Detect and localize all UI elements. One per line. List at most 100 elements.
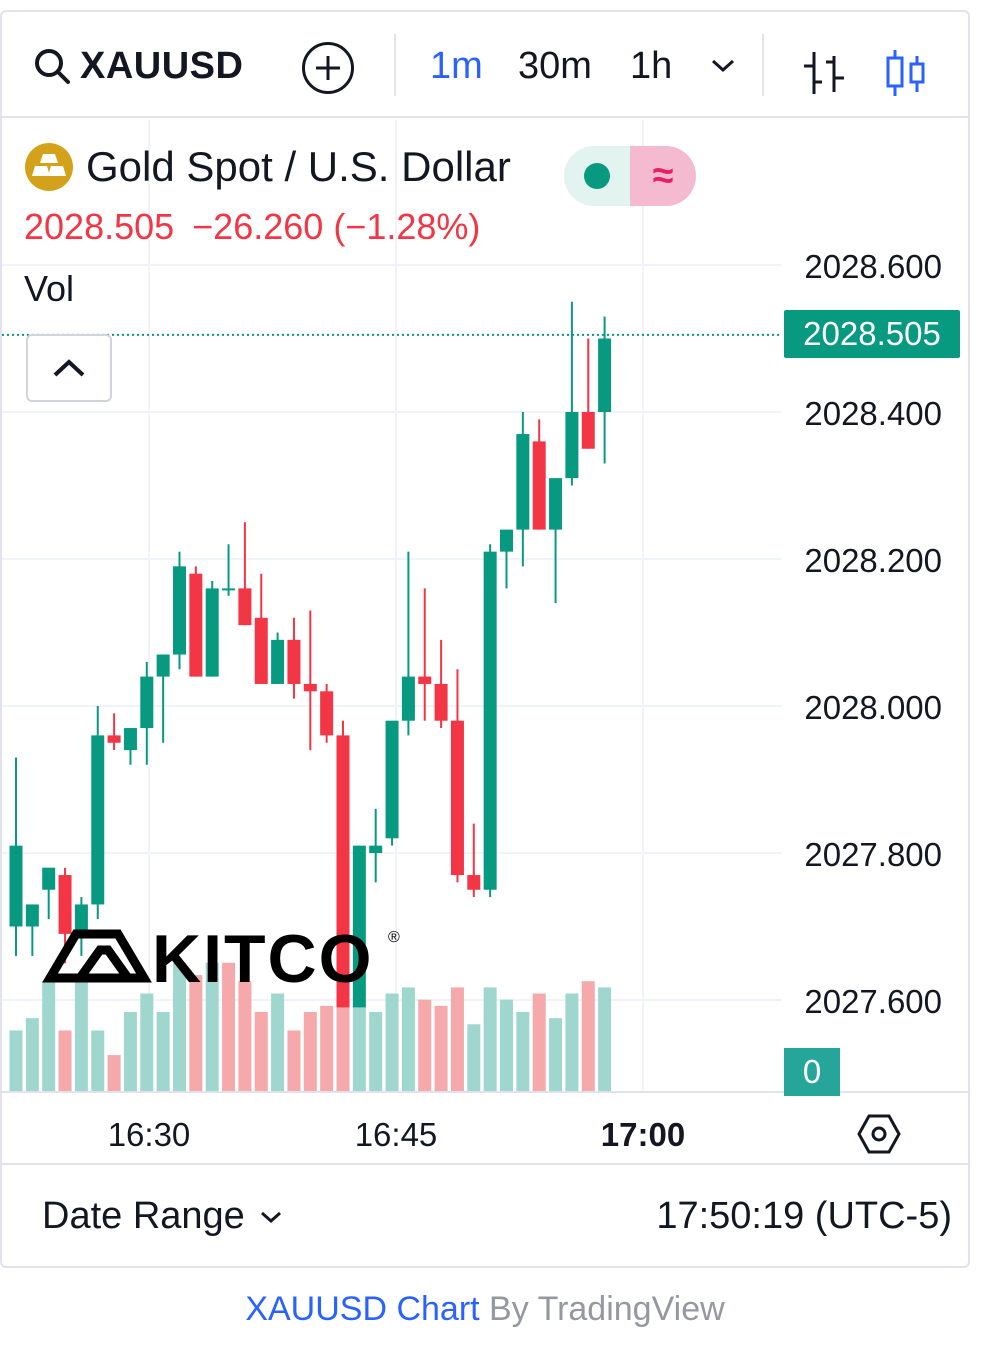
bar-style-button[interactable] xyxy=(800,48,848,98)
candle-body xyxy=(58,875,72,934)
delayed-data-icon: ≈ xyxy=(630,146,696,206)
volume-bar xyxy=(336,1005,350,1092)
toolbar-divider xyxy=(394,34,396,96)
chevron-down-icon xyxy=(260,1211,281,1223)
candle-body xyxy=(401,676,415,721)
candle-body xyxy=(91,735,105,905)
candle-body xyxy=(352,845,366,1008)
search-icon xyxy=(35,49,70,84)
timezone-clock[interactable]: 17:50:19 (UTC-5) xyxy=(656,1195,952,1237)
candle-body xyxy=(74,904,88,934)
settings-icon[interactable] xyxy=(857,1112,901,1156)
volume-bar xyxy=(287,1030,301,1092)
volume-bar xyxy=(385,993,399,1092)
volume-bar xyxy=(205,962,219,1092)
volume-bar xyxy=(74,975,88,1092)
volume-bar xyxy=(25,1018,39,1092)
market-status-badge[interactable]: ≈ xyxy=(564,146,696,206)
candle-style-button[interactable] xyxy=(882,48,930,98)
interval-1m-button[interactable]: 1m xyxy=(430,44,483,87)
collapse-legend-button[interactable] xyxy=(26,334,112,402)
interval-1h-button[interactable]: 1h xyxy=(630,44,673,87)
volume-bar xyxy=(549,1018,563,1092)
candle-body xyxy=(532,441,546,530)
candle-body xyxy=(450,720,464,876)
kitco-watermark-logo: KITCO ® xyxy=(42,921,400,992)
attribution-text: By TradingView xyxy=(479,1290,725,1328)
toolbar-divider xyxy=(762,34,764,96)
candle-body xyxy=(565,412,579,479)
compare-add-button[interactable] xyxy=(302,42,354,94)
candle-body xyxy=(500,529,513,552)
candle-body xyxy=(238,588,252,626)
volume-bar xyxy=(123,1012,137,1092)
candle-body xyxy=(42,867,56,890)
chart-widget: XAUUSD 1m 30m 1h xyxy=(0,10,970,1268)
candle-body xyxy=(336,735,350,1008)
change-value: −26.260 xyxy=(192,206,324,247)
volume-bar xyxy=(9,1030,23,1092)
toolbar: XAUUSD 1m 30m 1h xyxy=(2,12,968,118)
candle-body xyxy=(434,683,448,721)
volume-bar xyxy=(516,1012,530,1092)
candle-body xyxy=(123,728,137,751)
candle-body xyxy=(467,875,481,890)
candle-body xyxy=(320,691,334,736)
candle-body xyxy=(173,566,186,655)
volume-bar xyxy=(369,1012,383,1092)
price-axis-label: 2027.800 xyxy=(804,836,942,873)
volume-bar xyxy=(320,1005,334,1092)
volume-bar xyxy=(352,1005,366,1092)
volume-bar xyxy=(401,987,415,1092)
symbol-search-button[interactable]: XAUUSD xyxy=(32,40,243,92)
time-axis-label: 16:30 xyxy=(107,1116,191,1153)
candle-body xyxy=(156,654,170,677)
footer: Date Range 17:50:19 (UTC-5) xyxy=(2,1163,968,1266)
volume-bar xyxy=(598,987,612,1092)
svg-text:®: ® xyxy=(388,929,400,946)
volume-bar xyxy=(222,962,236,1092)
candle-body xyxy=(25,904,39,927)
volume-bar xyxy=(303,1012,317,1092)
chart-area[interactable]: Gold Spot / U.S. Dollar ≈ 2028.505 −26.2… xyxy=(2,120,968,1163)
interval-30m-button[interactable]: 30m xyxy=(518,44,592,87)
price-axis-label: 2027.600 xyxy=(804,983,942,1020)
volume-value-tag: 0 xyxy=(784,1048,840,1096)
svg-text:KITCO: KITCO xyxy=(152,921,374,992)
volume-bar xyxy=(140,993,154,1092)
candle-body xyxy=(369,845,383,853)
legend-values: 2028.505 −26.260 (−1.28%) xyxy=(24,206,511,248)
volume-bar xyxy=(434,1005,448,1092)
volume-bar xyxy=(42,981,56,1092)
price-axis-label: 2028.400 xyxy=(804,395,942,432)
volume-bar xyxy=(532,993,546,1092)
candles-icon xyxy=(886,50,925,96)
time-axis-label: 16:45 xyxy=(354,1116,438,1153)
volume-bar xyxy=(189,975,203,1092)
candle-body xyxy=(418,676,432,684)
volume-bar xyxy=(483,987,497,1092)
chevron-down-icon xyxy=(711,59,735,73)
last-price-value: 2028.505 xyxy=(24,206,175,247)
volume-bar xyxy=(271,993,285,1092)
candle-body xyxy=(140,676,154,729)
candle-body xyxy=(549,478,563,530)
volume-bar xyxy=(173,962,186,1092)
change-percent-value: (−1.28%) xyxy=(333,206,481,247)
candle-body xyxy=(107,735,121,743)
price-chart[interactable] xyxy=(2,120,968,1163)
interval-more-button[interactable] xyxy=(707,50,739,82)
date-range-label: Date Range xyxy=(42,1195,245,1237)
symbol-label: XAUUSD xyxy=(80,44,244,87)
attribution-link[interactable]: XAUUSD Chart xyxy=(245,1290,480,1328)
last-price-tag: 2028.505 xyxy=(784,310,960,358)
volume-bar xyxy=(238,981,252,1092)
volume-bar xyxy=(565,993,579,1092)
date-range-button[interactable]: Date Range xyxy=(42,1195,283,1238)
price-axis-label: 2028.000 xyxy=(804,689,942,726)
volume-indicator-label: Vol xyxy=(24,268,75,309)
candle-body xyxy=(205,588,219,677)
price-axis-label: 2028.600 xyxy=(804,248,942,285)
candle-body xyxy=(598,338,612,412)
legend: Gold Spot / U.S. Dollar ≈ 2028.505 −26.2… xyxy=(24,140,696,310)
